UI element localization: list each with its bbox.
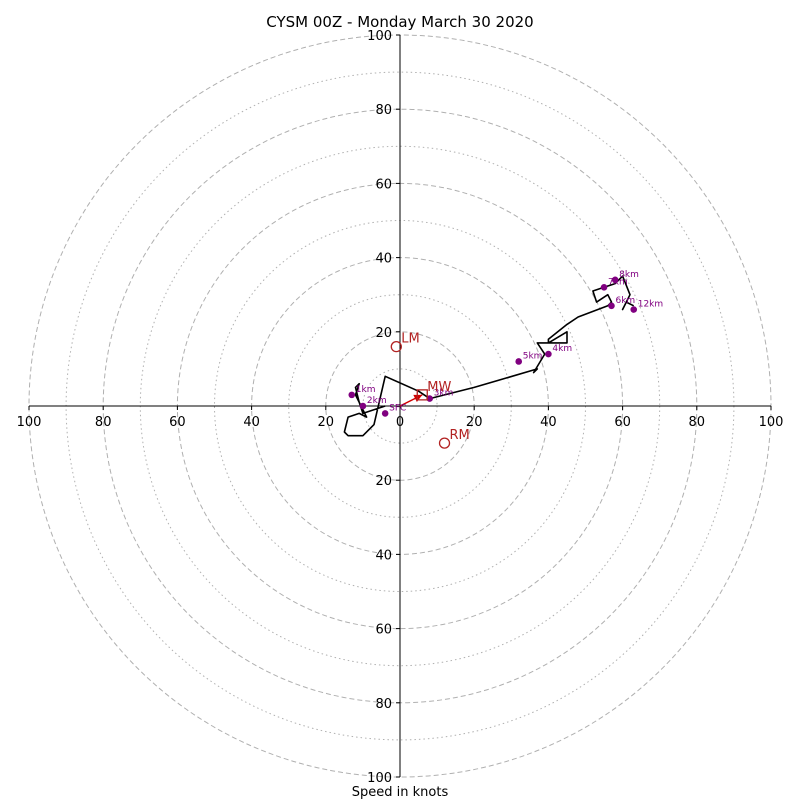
x-tick-label: 0 (396, 415, 404, 430)
x-tick-label: 60 (169, 415, 186, 430)
storm-motion-markers: LM MW RM (390, 332, 470, 449)
height-marker-label: 1km (356, 385, 376, 395)
x-tick-label: 40 (243, 415, 260, 430)
wind-trace-line (343, 275, 635, 437)
height-marker-dot (545, 350, 552, 358)
chart-title: CYSM 00Z - Monday March 30 2020 (266, 13, 533, 31)
height-marker-dot (611, 276, 619, 284)
height-marker-dot (381, 410, 389, 417)
x-tick-label: 80 (689, 415, 706, 430)
height-marker-dot (608, 302, 615, 310)
height-marker-label: 3km (434, 389, 454, 399)
height-marker-dot (630, 306, 638, 313)
y-tick-label: 80 (375, 697, 392, 712)
height-marker-label: 5km (523, 351, 543, 361)
x-tick-label: 20 (318, 415, 335, 430)
height-marker-label: 2km (367, 396, 387, 406)
x-axis-label: Speed in knots (352, 785, 449, 800)
height-marker-label: 8km (619, 270, 639, 280)
x-tick-label: 100 (759, 415, 784, 430)
y-tick-label: 60 (375, 623, 392, 638)
y-tick-label: 20 (375, 474, 392, 489)
wind-trace (343, 275, 635, 437)
y-tick-label: 40 (375, 252, 392, 267)
y-tick-labels: 100 80 60 40 20 20 40 60 80 100 (367, 29, 400, 786)
x-tick-label: 80 (95, 415, 112, 430)
x-tick-label: 100 (17, 415, 42, 430)
storm-motion-label: LM (401, 332, 419, 347)
x-tick-labels: 100 80 60 40 20 0 20 40 60 80 100 (17, 406, 784, 430)
y-tick-label: 40 (375, 548, 392, 563)
x-tick-label: 40 (540, 415, 557, 430)
height-marker-dot (348, 391, 356, 399)
storm-motion-circle (390, 340, 402, 353)
height-marker-dot (600, 283, 608, 291)
y-tick-label: 20 (375, 326, 392, 341)
y-tick-label: 100 (367, 29, 392, 44)
height-marker-dot (515, 358, 523, 365)
x-tick-label: 20 (466, 415, 483, 430)
height-marker-label: 12km (638, 300, 663, 310)
storm-motion-square (416, 389, 428, 401)
x-tick-label: 60 (614, 415, 631, 430)
storm-motion-label: MW (427, 380, 451, 395)
height-marker-dot (359, 402, 367, 410)
height-marker-dot (426, 395, 433, 402)
height-marker-label: 6km (615, 296, 635, 306)
y-tick-label: 80 (375, 103, 392, 118)
y-tick-label: 100 (367, 771, 392, 786)
height-marker-label: 7km (608, 277, 628, 287)
storm-motion-label: RM (450, 428, 470, 443)
y-tick-label: 60 (375, 177, 392, 192)
height-marker-label: 4km (552, 344, 572, 354)
height-marker-label: SFC (389, 403, 406, 413)
storm-motion-circle (438, 437, 451, 449)
